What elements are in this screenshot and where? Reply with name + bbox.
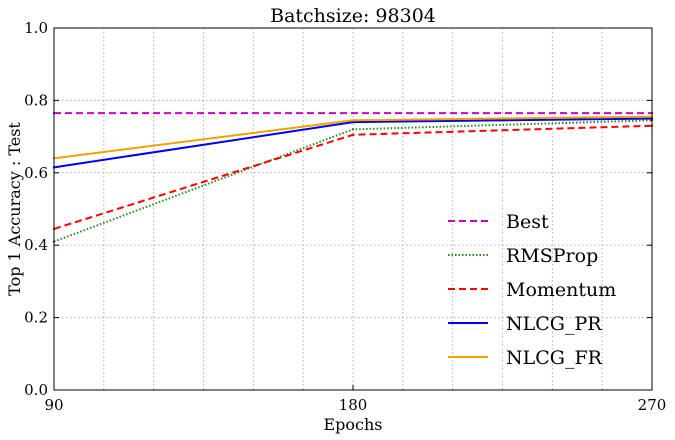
chart-title: Batchsize: 98304 (270, 5, 436, 27)
y-axis-ticks: 0.0 0.2 0.4 0.6 0.8 1.0 (24, 19, 652, 399)
y-tick-label: 0.2 (24, 309, 48, 327)
legend-item-nlcg-fr: NLCG_FR (448, 347, 603, 369)
legend-label: Best (506, 211, 549, 233)
legend-label: NLCG_PR (506, 313, 602, 335)
legend-item-momentum: Momentum (448, 279, 616, 301)
y-axis-label: Top 1 Accuracy : Test (5, 122, 24, 296)
y-tick-label: 0.0 (24, 381, 48, 399)
data-point (351, 111, 355, 115)
y-tick-label: 0.6 (24, 164, 48, 182)
x-tick-label: 90 (44, 396, 63, 414)
legend-label: RMSProp (506, 245, 598, 267)
y-tick-label: 1.0 (24, 19, 48, 37)
series-lines (52, 111, 654, 243)
data-point (351, 128, 355, 131)
x-tick-label: 270 (638, 396, 667, 414)
x-tick-label: 180 (339, 396, 368, 414)
y-tick-label: 0.8 (24, 91, 48, 109)
data-point (351, 120, 355, 124)
grid (53, 27, 653, 391)
legend-label: Momentum (506, 279, 616, 301)
legend: Best RMSProp Momentum NLCG_PR NLCG_FR (448, 211, 616, 369)
legend-item-rmsprop: RMSProp (448, 245, 598, 267)
legend-item-nlcg-pr: NLCG_PR (448, 313, 602, 335)
y-tick-label: 0.4 (24, 236, 48, 254)
legend-label: NLCG_FR (506, 347, 603, 369)
x-axis-ticks: 90 180 270 (44, 385, 666, 414)
data-point (351, 119, 355, 122)
legend-item-best: Best (448, 211, 549, 233)
data-point (351, 133, 355, 136)
x-axis-label: Epochs (323, 415, 382, 434)
